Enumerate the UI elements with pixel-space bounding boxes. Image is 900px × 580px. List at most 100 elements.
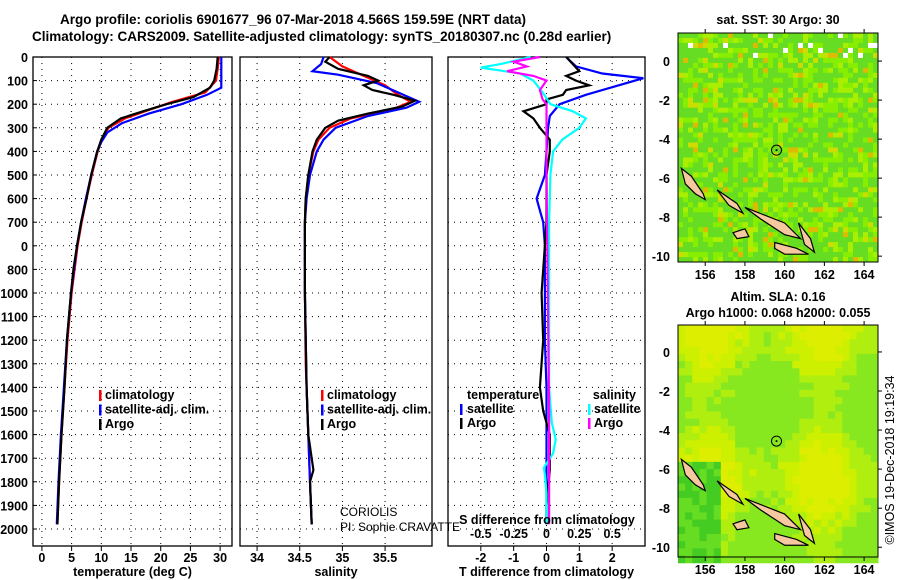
map-cell bbox=[735, 425, 743, 434]
map-cell bbox=[863, 483, 872, 492]
series-line-t-satellite bbox=[535, 56, 644, 525]
map-cell bbox=[678, 252, 684, 258]
map-cell bbox=[678, 397, 686, 405]
map-cell bbox=[778, 418, 786, 427]
map-cell bbox=[753, 127, 759, 134]
map-cell bbox=[806, 454, 815, 463]
map-cell bbox=[858, 252, 864, 258]
map-cell bbox=[853, 67, 859, 74]
map-cell bbox=[842, 425, 850, 434]
map-cell bbox=[692, 512, 700, 521]
map-cell bbox=[758, 97, 764, 104]
map-cell bbox=[693, 47, 699, 54]
map-cell bbox=[728, 52, 734, 59]
map-cell bbox=[873, 82, 879, 89]
map-cell bbox=[698, 67, 704, 74]
map-cell bbox=[863, 541, 872, 549]
map-cell bbox=[698, 247, 704, 253]
map-cell bbox=[863, 418, 872, 427]
map-cell bbox=[863, 526, 872, 535]
map-cell bbox=[742, 389, 750, 398]
map-cell bbox=[873, 112, 879, 119]
map-cell bbox=[738, 33, 744, 39]
map-cell bbox=[842, 397, 850, 405]
map-cell bbox=[813, 92, 819, 99]
map-cell bbox=[853, 112, 859, 119]
map-cell bbox=[693, 87, 699, 94]
map-cell bbox=[698, 102, 704, 109]
map-cell bbox=[735, 483, 743, 492]
map-cell bbox=[768, 117, 774, 124]
map-cell bbox=[773, 197, 779, 203]
map-cell bbox=[849, 497, 858, 506]
map-cell bbox=[793, 107, 799, 114]
map-cell bbox=[813, 476, 822, 485]
map-cell bbox=[735, 418, 743, 427]
map-cell bbox=[818, 227, 824, 233]
map-cell bbox=[813, 182, 819, 188]
map-cell bbox=[678, 325, 686, 333]
map-cell bbox=[688, 192, 694, 198]
map-cell bbox=[749, 346, 758, 355]
map-cell bbox=[738, 252, 744, 258]
map-cell bbox=[718, 127, 724, 134]
map-cell bbox=[703, 132, 709, 139]
map-cell bbox=[792, 368, 800, 376]
map-cell bbox=[828, 33, 834, 39]
map-cell bbox=[863, 37, 869, 44]
map-cell bbox=[842, 454, 850, 463]
map-cell bbox=[808, 257, 814, 263]
map-cell bbox=[849, 433, 858, 441]
map-cell bbox=[708, 122, 714, 129]
map-cell bbox=[683, 87, 689, 94]
map-cell bbox=[783, 237, 789, 243]
map-cell bbox=[756, 382, 765, 391]
map-cell bbox=[768, 207, 774, 213]
map-cell bbox=[848, 33, 854, 39]
map-cell bbox=[723, 47, 729, 54]
map-cell bbox=[733, 52, 739, 59]
map-cell bbox=[848, 67, 854, 74]
map-cell bbox=[703, 92, 709, 99]
map-cell bbox=[828, 187, 834, 193]
map-cell bbox=[770, 346, 779, 355]
map-cell bbox=[873, 182, 879, 188]
map-cell bbox=[856, 346, 865, 355]
map-cell bbox=[806, 332, 815, 340]
map-cell bbox=[793, 97, 799, 104]
map-cell bbox=[718, 107, 724, 114]
map-cell bbox=[723, 62, 729, 69]
map-cell bbox=[763, 476, 772, 485]
map-cell bbox=[778, 67, 784, 74]
y-tick-label: 600 bbox=[7, 193, 28, 207]
map-cell bbox=[870, 339, 879, 348]
map-cell bbox=[763, 247, 769, 253]
map-cell bbox=[758, 142, 764, 148]
map-cell bbox=[713, 454, 722, 463]
map-cell bbox=[808, 157, 814, 163]
map-cell bbox=[708, 162, 714, 168]
map-cell bbox=[773, 172, 779, 178]
map-cell bbox=[803, 42, 809, 49]
map-cell bbox=[783, 242, 789, 248]
map-cell bbox=[718, 182, 724, 188]
map-cell bbox=[843, 107, 849, 114]
map-cell bbox=[798, 42, 804, 49]
map-cell bbox=[838, 172, 844, 178]
map-cell bbox=[863, 411, 872, 420]
map-cell bbox=[798, 257, 804, 263]
map-cell bbox=[785, 382, 793, 391]
map-cell bbox=[808, 102, 814, 109]
map-cell bbox=[703, 167, 709, 173]
map-cell bbox=[849, 548, 858, 557]
map-cell bbox=[849, 526, 858, 535]
map-cell bbox=[723, 92, 729, 99]
map-cell bbox=[868, 202, 874, 208]
map-cell bbox=[818, 42, 824, 49]
map-cell bbox=[728, 382, 736, 391]
map-cell bbox=[678, 361, 686, 369]
map-cell bbox=[699, 346, 708, 355]
map-cell bbox=[838, 92, 844, 99]
map-cell bbox=[813, 382, 822, 391]
map-cell bbox=[823, 52, 829, 59]
